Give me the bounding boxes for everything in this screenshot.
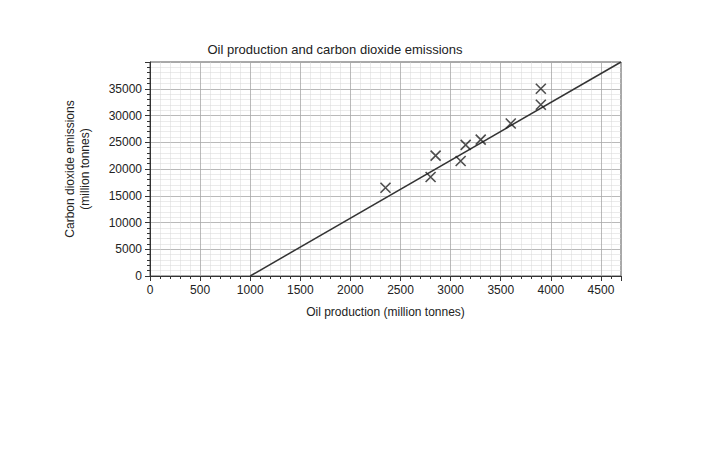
- svg-text:0: 0: [135, 269, 142, 283]
- svg-text:4000: 4000: [537, 283, 564, 297]
- svg-text:15000: 15000: [109, 189, 143, 203]
- svg-text:30000: 30000: [109, 109, 143, 123]
- svg-text:500: 500: [190, 283, 210, 297]
- svg-text:Carbon dioxide emissions: Carbon dioxide emissions: [63, 100, 77, 237]
- svg-text:Oil production (million tonnes: Oil production (million tonnes): [306, 305, 465, 319]
- svg-text:2000: 2000: [337, 283, 364, 297]
- svg-text:1000: 1000: [237, 283, 264, 297]
- svg-text:20000: 20000: [109, 162, 143, 176]
- svg-text:(million tonnes): (million tonnes): [78, 128, 92, 209]
- svg-text:4500: 4500: [588, 283, 615, 297]
- svg-text:35000: 35000: [109, 82, 143, 96]
- svg-text:25000: 25000: [109, 135, 143, 149]
- svg-text:10000: 10000: [109, 216, 143, 230]
- svg-text:3000: 3000: [437, 283, 464, 297]
- svg-text:3500: 3500: [487, 283, 514, 297]
- svg-text:Oil production and carbon diox: Oil production and carbon dioxide emissi…: [207, 42, 463, 57]
- svg-text:0: 0: [147, 283, 154, 297]
- svg-text:5000: 5000: [115, 242, 142, 256]
- svg-text:1500: 1500: [287, 283, 314, 297]
- svg-text:2500: 2500: [387, 283, 414, 297]
